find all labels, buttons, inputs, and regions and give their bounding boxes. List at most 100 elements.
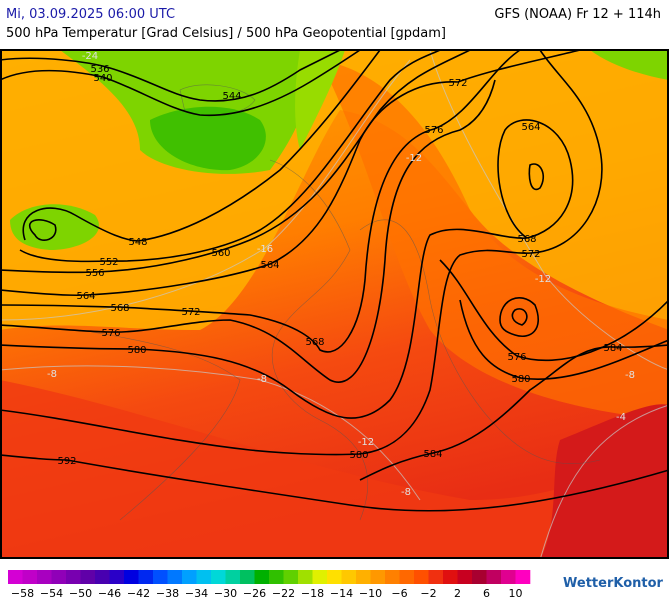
legend-swatch [428,570,444,584]
legend-tick-label: −6 [391,587,407,600]
legend-tick-label: −30 [214,587,237,600]
legend-swatch [80,570,96,584]
legend: −58 −54 −50 −46 −42 −38 −34 −30 −26 −22 −18 −14 −10−… [8,570,531,600]
legend-swatch [327,570,342,584]
legend-swatch [298,570,313,584]
contour-label: 568 [305,337,324,348]
legend-tick-label: 6 [483,587,490,600]
contour-label: 572 [521,249,540,260]
contour-label: 556 [85,268,104,279]
model-run: GFS (NOAA) Fr 12 + 114h [494,7,661,22]
geopotential-contours [1,50,668,512]
legend-swatch [66,570,81,584]
legend-swatch [501,570,516,584]
legend-swatch [37,570,52,584]
legend-swatch [182,570,197,584]
contour-label: 536 [90,64,109,75]
legend-tick-label: −10 [359,587,382,600]
isotherm-label: -16 [257,244,273,255]
legend-swatch [167,570,183,584]
legend-swatch [341,570,357,584]
contour-label: 572 [448,78,467,89]
brand: WetterKontor [563,576,663,591]
legend-swatch [269,570,284,584]
legend-tick-label: −50 [69,587,92,600]
contour-label: 592 [57,456,76,467]
legend-tick-label: −34 [185,587,208,600]
subtitle: 500 hPa Temperatur [Grad Celsius] / 500 … [6,26,447,41]
contour-label: 584 [603,343,622,354]
legend-tick-label: −22 [272,587,295,600]
legend-tick-label: −18 [301,587,324,600]
legend-tick-label: 2 [454,587,461,600]
legend-swatch [399,570,415,584]
contour-label: 580 [127,345,146,356]
isotherm-label: -8 [401,487,411,498]
temperature-isotherms [1,50,668,558]
contour-label: 580 [349,450,368,461]
legend-swatch [153,570,168,584]
isotherm-label: -8 [625,370,635,381]
contour-label: 564 [76,291,95,302]
legend-tick-label: −54 [40,587,63,600]
legend-swatch [283,570,299,584]
legend-swatch [370,570,386,584]
legend-swatch [443,570,458,584]
contour-label: 540 [93,73,112,84]
contour-label: 548 [128,237,147,248]
legend-swatch [312,570,328,584]
isotherm-label: -12 [406,153,422,164]
legend-swatch [486,570,502,584]
legend-swatch [385,570,400,584]
legend-swatch [211,570,226,584]
legend-swatch [457,570,473,584]
legend-swatch [22,570,38,584]
legend-swatch [254,570,270,584]
contour-label: 560 [211,248,230,259]
legend-swatch [124,570,139,584]
contour-label: 584 [423,449,442,460]
isotherm-label: -8 [47,369,57,380]
datetime: Mi, 03.09.2025 06:00 UTC [6,7,176,22]
contour-label: 572 [181,307,200,318]
legend-swatch [472,570,487,584]
legend-swatch [356,570,371,584]
isotherm-label: -12 [535,274,551,285]
legend-tick-label: −58 [11,587,34,600]
contour-label: 544 [222,91,241,102]
isotherm-label: -24 [82,51,98,62]
contour-label: 576 [424,125,443,136]
legend-tick-label: −26 [243,587,266,600]
legend-tick-label: −38 [156,587,179,600]
legend-tick-label: −2 [420,587,436,600]
contour-label: 568 [110,303,129,314]
contour-label: 564 [521,122,540,133]
legend-swatch [51,570,67,584]
legend-swatch [95,570,110,584]
contour-label: 580 [511,374,530,385]
contour-label: 564 [260,260,279,271]
isotherm-label: -4 [616,412,626,423]
isotherm-label: -12 [358,437,374,448]
map-frame [0,49,669,559]
legend-swatch [414,570,429,584]
legend-tick-label: −42 [127,587,150,600]
isotherm-label: -8 [257,374,267,385]
legend-swatch [515,570,531,584]
contour-label: 576 [507,352,526,363]
legend-tick-label: 10 [509,587,523,600]
legend-swatch [109,570,125,584]
contour-label: 552 [99,257,118,268]
legend-swatch [8,570,23,584]
legend-tick-label: −14 [330,587,353,600]
legend-swatch [225,570,241,584]
legend-tick-label: −46 [98,587,121,600]
legend-swatch [196,570,212,584]
contour-label: 568 [517,234,536,245]
legend-swatch [240,570,255,584]
legend-swatch [138,570,154,584]
contour-label: 576 [101,328,120,339]
